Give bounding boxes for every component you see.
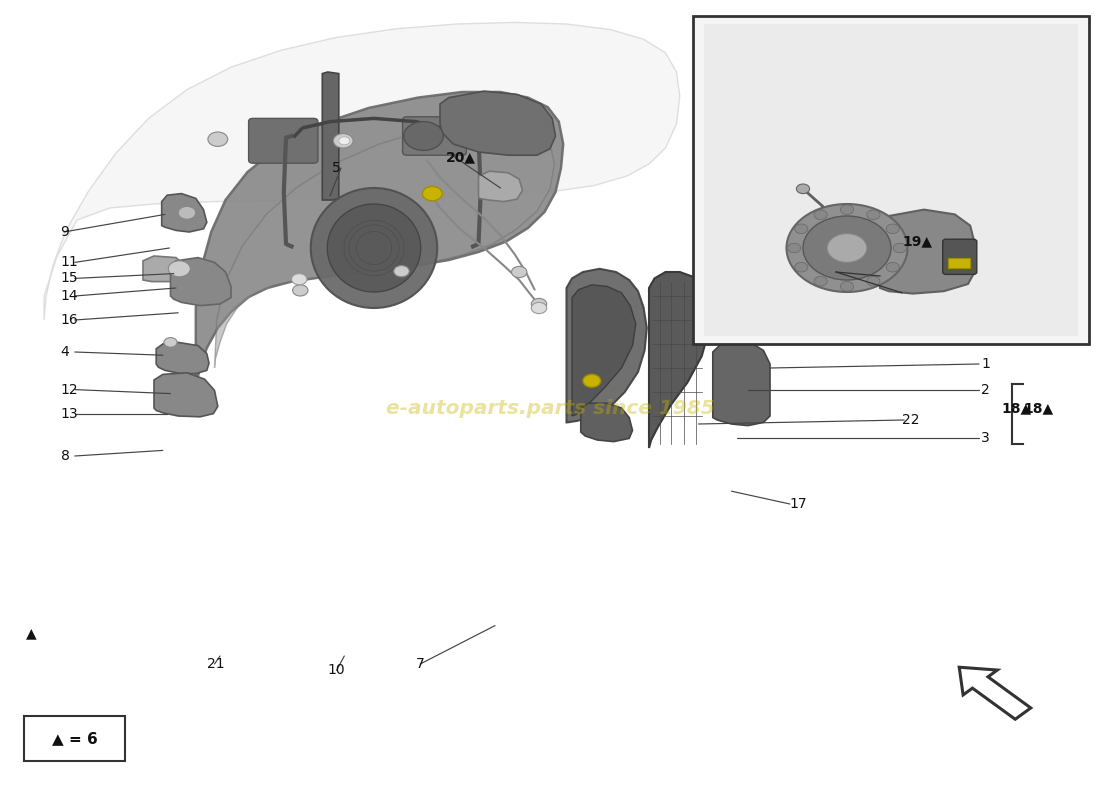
- Text: 12: 12: [60, 382, 78, 397]
- Circle shape: [794, 224, 807, 234]
- Circle shape: [814, 277, 827, 286]
- Circle shape: [794, 262, 807, 272]
- Polygon shape: [156, 342, 209, 374]
- Text: 9: 9: [60, 225, 69, 239]
- Text: 10: 10: [328, 663, 345, 678]
- Polygon shape: [478, 171, 522, 202]
- Text: 1: 1: [981, 357, 990, 371]
- Circle shape: [803, 216, 891, 280]
- Text: 18▲: 18▲: [1023, 401, 1053, 415]
- Polygon shape: [44, 22, 680, 320]
- Polygon shape: [143, 256, 185, 282]
- Polygon shape: [170, 258, 231, 306]
- Circle shape: [788, 243, 801, 253]
- Text: 15: 15: [60, 271, 78, 286]
- Text: 3: 3: [981, 431, 990, 446]
- Polygon shape: [440, 91, 556, 155]
- Circle shape: [840, 282, 854, 291]
- Circle shape: [840, 205, 854, 214]
- Text: 21: 21: [207, 657, 224, 671]
- Text: 22: 22: [902, 413, 920, 427]
- Circle shape: [168, 261, 190, 277]
- Text: 11: 11: [60, 255, 78, 270]
- Circle shape: [339, 137, 350, 145]
- FancyBboxPatch shape: [249, 118, 318, 163]
- Circle shape: [531, 302, 547, 314]
- Text: 18▲: 18▲: [1001, 401, 1031, 415]
- FancyBboxPatch shape: [704, 24, 1078, 336]
- Circle shape: [178, 206, 196, 219]
- Circle shape: [333, 134, 353, 148]
- Polygon shape: [713, 341, 770, 426]
- Polygon shape: [162, 194, 207, 232]
- Circle shape: [394, 266, 409, 277]
- Circle shape: [786, 204, 908, 292]
- Text: e-autoparts.parts since 1985: e-autoparts.parts since 1985: [386, 398, 714, 418]
- Text: 8: 8: [60, 449, 69, 463]
- Text: 13: 13: [60, 406, 78, 421]
- FancyBboxPatch shape: [943, 239, 977, 274]
- Text: 19▲: 19▲: [902, 234, 932, 249]
- Text: 7: 7: [416, 657, 425, 671]
- Text: 5: 5: [332, 161, 341, 175]
- Text: ▲ = 6: ▲ = 6: [52, 731, 98, 746]
- FancyBboxPatch shape: [948, 258, 970, 268]
- Ellipse shape: [328, 204, 420, 292]
- Circle shape: [512, 266, 527, 278]
- Circle shape: [887, 262, 900, 272]
- Text: 2: 2: [981, 382, 990, 397]
- FancyBboxPatch shape: [693, 16, 1089, 344]
- Circle shape: [796, 184, 810, 194]
- Circle shape: [292, 274, 307, 285]
- Polygon shape: [154, 373, 218, 417]
- Circle shape: [867, 210, 880, 219]
- Circle shape: [531, 298, 547, 310]
- Text: 17: 17: [790, 497, 807, 511]
- Text: 16: 16: [60, 313, 78, 327]
- Circle shape: [422, 186, 442, 201]
- Circle shape: [208, 132, 228, 146]
- Circle shape: [583, 374, 601, 387]
- Circle shape: [404, 122, 443, 150]
- FancyBboxPatch shape: [24, 716, 125, 761]
- Polygon shape: [959, 667, 1031, 719]
- Polygon shape: [649, 272, 710, 448]
- Circle shape: [827, 234, 867, 262]
- Circle shape: [293, 285, 308, 296]
- Ellipse shape: [310, 188, 438, 308]
- Text: 4: 4: [60, 345, 69, 359]
- Polygon shape: [196, 92, 563, 384]
- Text: ▲: ▲: [25, 626, 36, 641]
- Polygon shape: [322, 72, 339, 200]
- Circle shape: [814, 210, 827, 219]
- Circle shape: [164, 338, 177, 347]
- Circle shape: [867, 277, 880, 286]
- Text: 20▲: 20▲: [446, 150, 475, 164]
- Polygon shape: [214, 123, 554, 368]
- Circle shape: [893, 243, 906, 253]
- Polygon shape: [566, 269, 647, 422]
- Polygon shape: [572, 285, 636, 416]
- Polygon shape: [581, 403, 632, 442]
- Text: 14: 14: [60, 289, 78, 303]
- Polygon shape: [880, 210, 975, 294]
- FancyBboxPatch shape: [403, 117, 466, 155]
- Circle shape: [887, 224, 900, 234]
